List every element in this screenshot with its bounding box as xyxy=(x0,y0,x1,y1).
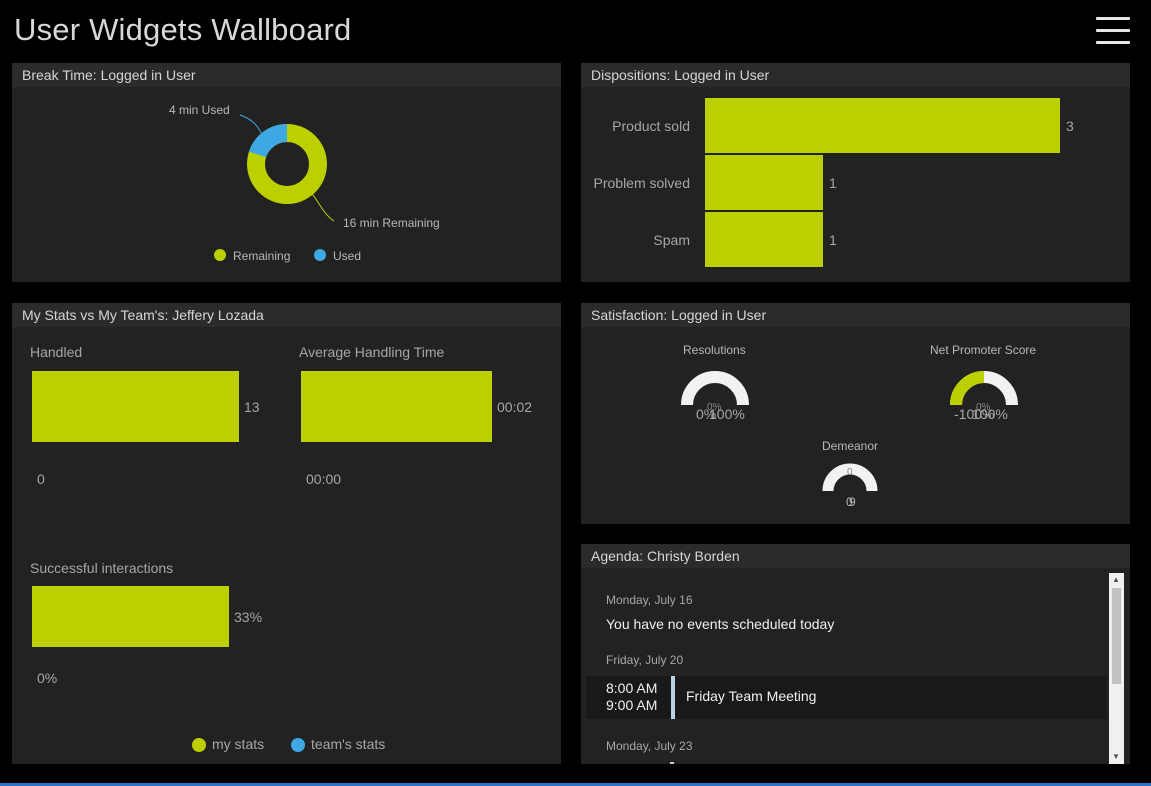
demeanor-range-low: 0 xyxy=(846,495,853,509)
resolutions-gauge xyxy=(681,371,749,406)
agenda-panel: Agenda: Christy Borden Monday, July 16 Y… xyxy=(581,544,1130,764)
my-stats-panel-title: My Stats vs My Team's: Jeffery Lozada xyxy=(12,303,561,327)
disposition-value-problem-solved: 1 xyxy=(829,175,837,191)
remaining-callout-label: 16 min Remaining xyxy=(343,216,440,230)
nps-value: 0% xyxy=(976,402,991,413)
used-callout-line xyxy=(239,114,265,139)
hamburger-menu-icon[interactable] xyxy=(1096,17,1130,44)
scroll-up-arrow-icon[interactable]: ▲ xyxy=(1112,575,1120,584)
agenda-scroll-thumb[interactable] xyxy=(1112,588,1121,684)
legend-my-stats-dot xyxy=(192,738,206,752)
event-start-time: 8:00 AM xyxy=(606,680,658,696)
my-stats-panel: My Stats vs My Team's: Jeffery Lozada Ha… xyxy=(12,303,561,764)
disposition-value-spam: 1 xyxy=(829,232,837,248)
legend-remaining-dot xyxy=(214,249,226,261)
resolutions-range-low: 0% xyxy=(696,406,717,422)
legend-used-label[interactable]: Used xyxy=(333,249,362,263)
handled-axis-min: 0 xyxy=(37,471,45,487)
disposition-bar-product-sold[interactable] xyxy=(705,98,1060,153)
resolutions-gauge-track xyxy=(681,371,749,406)
remaining-callout-line xyxy=(307,188,335,222)
aht-value: 00:02 xyxy=(497,399,533,415)
aht-bar[interactable] xyxy=(301,371,492,442)
next-event-accent-bar xyxy=(670,762,674,764)
demeanor-gauge-track xyxy=(822,463,878,492)
handled-bar[interactable] xyxy=(32,371,239,442)
legend-team-stats-dot xyxy=(291,738,305,752)
successful-bar[interactable] xyxy=(32,586,229,647)
dispositions-panel: Dispositions: Logged in User Product sol… xyxy=(581,63,1130,282)
event-accent-bar xyxy=(671,676,675,719)
legend-used-dot xyxy=(314,249,326,261)
disposition-label-spam: Spam xyxy=(653,232,690,248)
demeanor-label: Demeanor xyxy=(822,439,879,453)
agenda-no-events-note: You have no events scheduled today xyxy=(606,616,835,632)
demeanor-gauge xyxy=(822,463,878,492)
handled-label: Handled xyxy=(30,344,83,360)
disposition-label-problem-solved: Problem solved xyxy=(593,175,691,191)
page-title: User Widgets Wallboard xyxy=(14,12,352,47)
aht-axis-min: 00:00 xyxy=(306,471,342,487)
agenda-panel-title: Agenda: Christy Borden xyxy=(581,544,1130,568)
disposition-bar-spam[interactable] xyxy=(705,212,823,267)
disposition-label-product-sold: Product sold xyxy=(612,118,690,134)
aht-label: Average Handling Time xyxy=(299,344,445,360)
demeanor-range-high: 9 xyxy=(849,495,856,509)
successful-axis-min: 0% xyxy=(37,670,58,686)
break-time-panel-title: Break Time: Logged in User xyxy=(12,63,561,87)
disposition-value-product-sold: 3 xyxy=(1066,118,1074,134)
nps-label: Net Promoter Score xyxy=(930,343,1037,357)
satisfaction-panel-title: Satisfaction: Logged in User xyxy=(581,303,1130,327)
bottom-border-strip xyxy=(0,783,1151,786)
donut-used-slice xyxy=(248,124,288,158)
demeanor-value: 0 xyxy=(847,467,853,478)
dispositions-panel-title: Dispositions: Logged in User xyxy=(581,63,1130,87)
agenda-event-row[interactable]: 8:00 AM 9:00 AM Friday Team Meeting xyxy=(586,676,1107,719)
resolutions-label: Resolutions xyxy=(683,343,746,357)
legend-my-stats-label[interactable]: my stats xyxy=(212,736,265,752)
break-time-donut-chart xyxy=(239,114,335,222)
resolutions-value: 0% xyxy=(707,402,722,413)
nps-gauge-fill xyxy=(950,371,985,406)
legend-remaining-label[interactable]: Remaining xyxy=(233,249,291,263)
agenda-date-2: Friday, July 20 xyxy=(606,653,684,667)
successful-value: 33% xyxy=(234,609,263,625)
agenda-date-1: Monday, July 16 xyxy=(606,593,693,607)
used-callout-label: 4 min Used xyxy=(169,103,230,117)
agenda-date-3: Monday, July 23 xyxy=(606,739,693,753)
nps-gauge xyxy=(950,371,1018,406)
legend-team-stats-label[interactable]: team's stats xyxy=(311,736,386,752)
handled-value: 13 xyxy=(244,399,260,415)
resolutions-range-high: 100% xyxy=(709,406,745,422)
break-time-panel: Break Time: Logged in User 4 min Used 16… xyxy=(12,63,561,282)
satisfaction-panel: Satisfaction: Logged in User Resolutions… xyxy=(581,303,1130,524)
event-end-time: 9:00 AM xyxy=(606,697,658,713)
agenda-scrollbar[interactable]: ▲ ▼ xyxy=(1109,573,1124,764)
disposition-bar-problem-solved[interactable] xyxy=(705,155,823,210)
nps-range-low: -100% xyxy=(954,406,995,422)
scroll-down-arrow-icon[interactable]: ▼ xyxy=(1112,752,1120,761)
event-title: Friday Team Meeting xyxy=(686,688,817,704)
nps-range-high: 100% xyxy=(972,406,1008,422)
successful-label: Successful interactions xyxy=(30,560,174,576)
